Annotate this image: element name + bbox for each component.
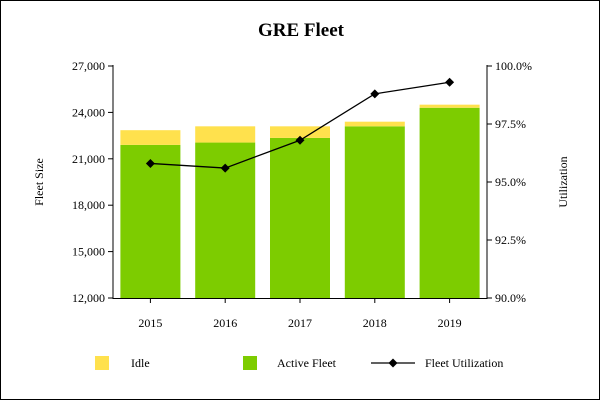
legend-label-fleet-utilization: Fleet Utilization	[425, 356, 503, 370]
utilization-point-2015	[145, 158, 155, 168]
y-axis-label: Fleet Size	[32, 158, 46, 206]
y-left-ticks: 12,000 15,000 18,000 21,000 24,000 27,000	[72, 59, 113, 305]
y-right-tick-label: 90.0%	[495, 291, 526, 305]
bar-active-2017	[270, 137, 330, 298]
x-tick-label: 2016	[213, 316, 237, 330]
y-left-tick-label: 12,000	[72, 291, 105, 305]
x-tick-label: 2019	[438, 316, 462, 330]
y-right-tick-label: 92.5%	[495, 233, 526, 247]
x-tick-label: 2018	[363, 316, 387, 330]
utilization-point-2016	[220, 163, 230, 173]
bar-active-2018	[344, 126, 405, 298]
y-right-tick-label: 100.0%	[495, 59, 532, 73]
legend-swatch-active-fleet	[243, 356, 257, 370]
y-left-tick-label: 24,000	[72, 105, 105, 119]
legend-swatch-idle	[95, 356, 109, 370]
x-ticks: 2015 2016 2017 2018 2019	[138, 298, 462, 330]
y-left-tick-label: 18,000	[72, 198, 105, 212]
x-tick-label: 2015	[138, 316, 162, 330]
legend: Idle Active Fleet Fleet Utilization	[95, 356, 503, 370]
y-left-tick-label: 21,000	[72, 152, 105, 166]
legend-label-idle: Idle	[131, 356, 150, 370]
utilization-point-2017	[295, 135, 305, 145]
legend-label-active-fleet: Active Fleet	[277, 356, 337, 370]
bar-active-2019	[419, 107, 480, 298]
x-tick-label: 2017	[288, 316, 312, 330]
y2-axis-label: Utilization	[556, 156, 570, 207]
bar-idle-2018	[344, 121, 405, 127]
bar-idle-2017	[270, 126, 330, 138]
legend-marker-utilization	[388, 358, 398, 368]
utilization-point-2019	[445, 77, 455, 87]
bar-idle-2016	[195, 126, 256, 143]
y-right-tick-label: 97.5%	[495, 117, 526, 131]
utilization-point-2018	[370, 89, 380, 99]
chart-title: GRE Fleet	[258, 20, 345, 41]
y-left-tick-label: 27,000	[72, 59, 105, 73]
bar-idle-2019	[419, 104, 480, 108]
y-right-tick-label: 95.0%	[495, 175, 526, 189]
utilization-line-group	[145, 77, 455, 173]
y-right-ticks: 90.0% 92.5% 95.0% 97.5% 100.0%	[487, 59, 532, 305]
bars-group	[120, 104, 480, 298]
bar-idle-2015	[120, 130, 181, 145]
y-left-tick-label: 15,000	[72, 245, 105, 259]
bar-active-2015	[120, 144, 181, 298]
